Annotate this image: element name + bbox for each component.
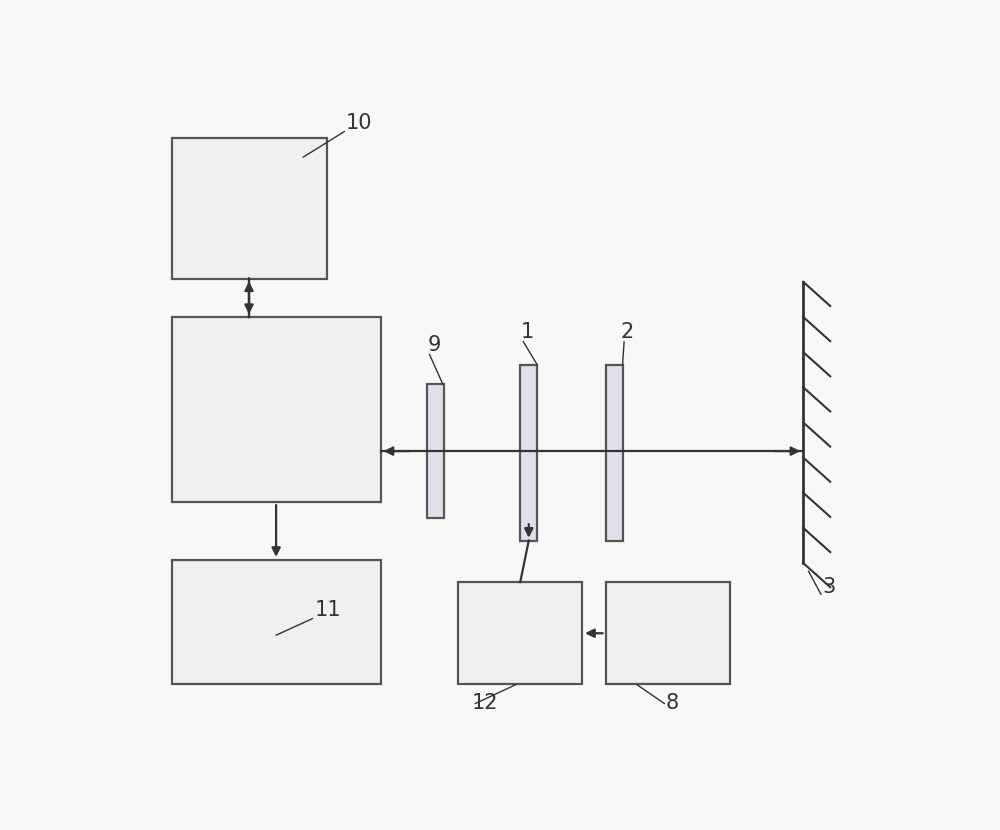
Bar	[427, 384, 444, 518]
Bar	[458, 582, 582, 685]
Bar	[172, 317, 381, 502]
Text: 2: 2	[621, 323, 634, 343]
Bar	[606, 582, 730, 685]
Bar	[520, 365, 537, 540]
Text: 11: 11	[315, 600, 341, 620]
Bar	[606, 365, 623, 540]
Bar	[172, 559, 381, 685]
Bar	[172, 138, 326, 279]
Text: 1: 1	[520, 323, 534, 343]
Text: 9: 9	[427, 335, 441, 355]
Text: 10: 10	[346, 113, 372, 133]
Text: 3: 3	[822, 577, 836, 597]
Text: 12: 12	[471, 693, 498, 713]
Text: 8: 8	[666, 693, 679, 713]
